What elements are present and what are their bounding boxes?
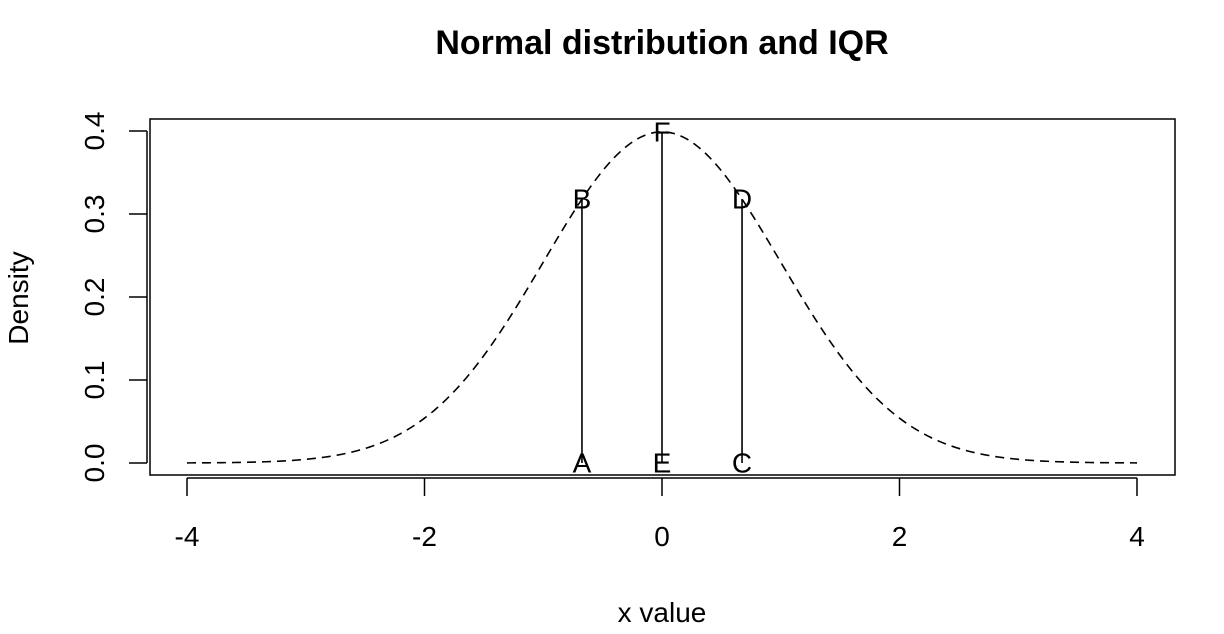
y-tick-label: 0.0 bbox=[79, 444, 110, 483]
y-tick-label: 0.2 bbox=[79, 278, 110, 317]
x-tick-label: 2 bbox=[892, 521, 908, 552]
plot-area: A B C D E F bbox=[186, 116, 1138, 479]
x-tick-label: -4 bbox=[175, 521, 200, 552]
density-curve bbox=[186, 131, 1138, 464]
y-tick-label: 0.4 bbox=[79, 112, 110, 151]
plot-frame bbox=[149, 118, 1176, 476]
y-axis: 0.0 0.1 0.2 0.3 0.4 bbox=[79, 112, 148, 483]
x-axis: -4 -2 0 2 4 bbox=[175, 477, 1145, 552]
x-tick-label: 0 bbox=[654, 521, 670, 552]
chart-title: Normal distribution and IQR bbox=[435, 24, 888, 62]
point-label-b: B bbox=[573, 184, 592, 215]
x-axis-label: x value bbox=[618, 597, 707, 628]
y-axis-label: Density bbox=[3, 251, 34, 344]
point-label-a: A bbox=[573, 448, 592, 479]
x-tick-label: -2 bbox=[412, 521, 437, 552]
x-tick-label: 4 bbox=[1129, 521, 1145, 552]
point-label-e: E bbox=[653, 448, 672, 479]
y-tick-label: 0.1 bbox=[79, 361, 110, 400]
y-tick-label: 0.3 bbox=[79, 195, 110, 234]
point-label-f: F bbox=[653, 116, 670, 147]
point-label-d: D bbox=[732, 184, 752, 215]
point-label-c: C bbox=[732, 448, 752, 479]
